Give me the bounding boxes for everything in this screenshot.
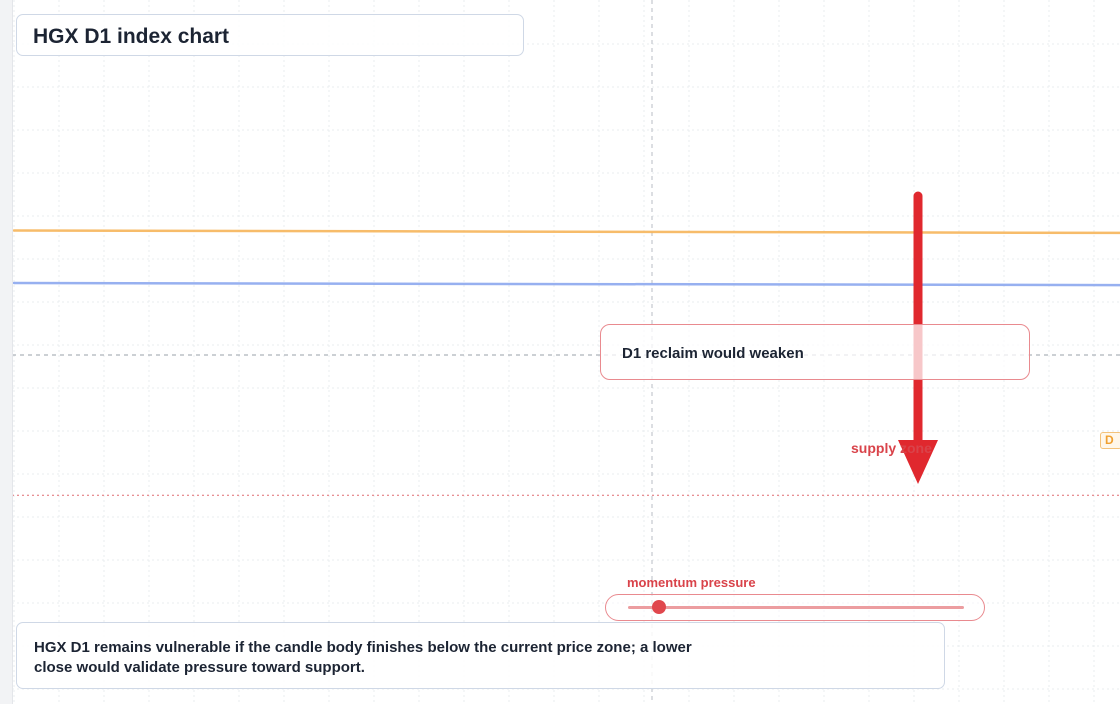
down-arrow-icon <box>898 191 938 484</box>
title-panel: HGX D1 index chart <box>16 14 524 56</box>
arrow-head <box>898 440 938 484</box>
momentum-slider-track <box>628 606 964 609</box>
momentum-slider-knob[interactable] <box>651 600 666 614</box>
reclaim-callout[interactable]: D1 reclaim would weaken <box>600 324 1030 380</box>
trendline-blue <box>12 281 1120 287</box>
momentum-slider[interactable] <box>605 594 985 621</box>
left-toolbar-rail[interactable] <box>0 0 13 704</box>
momentum-label: momentum pressure <box>627 575 756 590</box>
price-edge-tag[interactable]: D <box>1100 432 1120 449</box>
commentary-text: HGX D1 remains vulnerable if the candle … <box>34 639 692 676</box>
reclaim-callout-text: D1 reclaim would weaken <box>622 345 804 362</box>
supply-zone-label: supply zone <box>851 440 932 456</box>
commentary-panel: HGX D1 remains vulnerable if the candle … <box>16 622 945 689</box>
chart-title: HGX D1 index chart <box>33 25 230 48</box>
